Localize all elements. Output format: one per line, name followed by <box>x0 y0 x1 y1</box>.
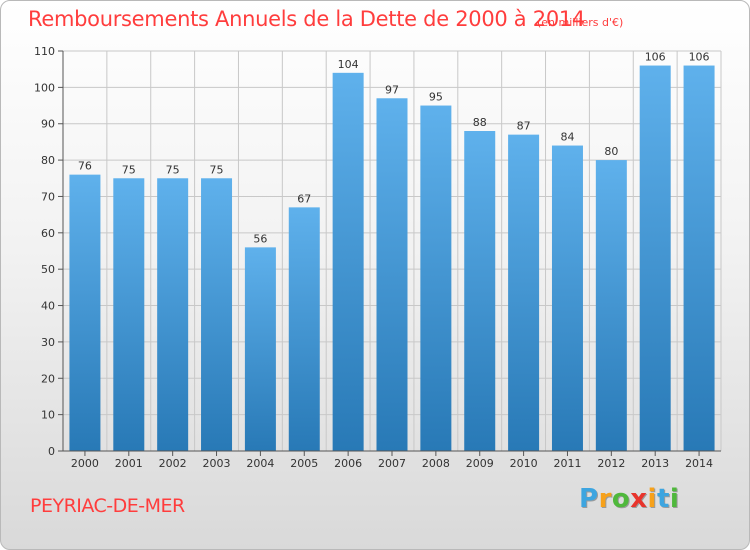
bar <box>157 178 189 452</box>
data-label: 87 <box>517 120 531 133</box>
bar <box>201 178 233 452</box>
y-tick-label: 70 <box>41 190 55 203</box>
labels: 0 10 20 30 40 50 60 70 80 90 100 110 76 2000 75 2001 75 2… <box>34 45 713 470</box>
data-label: 106 <box>689 51 710 64</box>
x-tick-label: 2007 <box>378 457 406 470</box>
data-label: 88 <box>473 116 487 129</box>
logo-letter: r <box>598 484 612 514</box>
chart-unit: (en milliers d'€) <box>537 16 624 29</box>
bar <box>595 160 627 451</box>
y-tick-label: 80 <box>41 154 55 167</box>
data-label: 104 <box>338 58 359 71</box>
y-tick-label: 10 <box>41 409 55 422</box>
bar <box>683 65 715 451</box>
data-label: 75 <box>166 163 180 176</box>
bar <box>288 207 320 451</box>
proxiti-logo[interactable]: Proxiti <box>579 484 679 514</box>
bar <box>244 247 276 451</box>
bar <box>551 145 583 451</box>
x-tick-label: 2008 <box>422 457 450 470</box>
data-label: 84 <box>560 131 574 144</box>
data-label: 95 <box>429 91 443 104</box>
data-label: 56 <box>253 232 267 245</box>
x-tick-label: 2012 <box>597 457 625 470</box>
x-tick-label: 2006 <box>334 457 362 470</box>
x-tick-label: 2014 <box>685 457 713 470</box>
logo-letter: o <box>611 484 631 514</box>
bars <box>69 65 715 452</box>
x-tick-label: 2001 <box>115 457 143 470</box>
y-tick-label: 20 <box>41 372 55 385</box>
x-tick-label: 2010 <box>510 457 538 470</box>
x-tick-label: 2009 <box>466 457 494 470</box>
data-label: 80 <box>604 145 618 158</box>
y-tick-label: 100 <box>34 81 55 94</box>
x-tick-label: 2004 <box>246 457 274 470</box>
data-label: 76 <box>78 160 92 173</box>
data-label: 106 <box>645 51 666 64</box>
data-label: 97 <box>385 83 399 96</box>
logo-letter: x <box>630 484 648 514</box>
y-tick-label: 0 <box>48 445 55 458</box>
bar <box>113 178 145 452</box>
logo-letter: P <box>579 484 599 514</box>
bar <box>639 65 671 451</box>
bar <box>69 174 101 452</box>
y-tick-label: 110 <box>34 45 55 58</box>
x-tick-label: 2000 <box>71 457 99 470</box>
x-tick-label: 2003 <box>203 457 231 470</box>
place-name: PEYRIAC-DE-MER <box>30 495 185 517</box>
axes <box>58 50 721 456</box>
y-tick-label: 90 <box>41 118 55 131</box>
logo-letter: t <box>656 484 670 514</box>
y-tick-label: 40 <box>41 300 55 313</box>
x-tick-label: 2013 <box>641 457 669 470</box>
x-tick-label: 2011 <box>553 457 581 470</box>
y-tick-label: 50 <box>41 263 55 276</box>
data-label: 75 <box>122 163 136 176</box>
logo-letter: i <box>647 484 657 514</box>
bar <box>420 105 452 451</box>
x-tick-label: 2002 <box>159 457 187 470</box>
bar <box>508 134 540 452</box>
data-label: 75 <box>210 163 224 176</box>
bar <box>464 131 496 451</box>
y-tick-label: 60 <box>41 227 55 240</box>
bar <box>332 72 364 452</box>
chart-title: Remboursements Annuels de la Dette de 20… <box>28 7 585 31</box>
data-label: 67 <box>297 192 311 205</box>
x-tick-label: 2005 <box>290 457 318 470</box>
logo-letter: i <box>669 484 680 514</box>
bar <box>376 98 408 451</box>
y-tick-label: 30 <box>41 336 55 349</box>
